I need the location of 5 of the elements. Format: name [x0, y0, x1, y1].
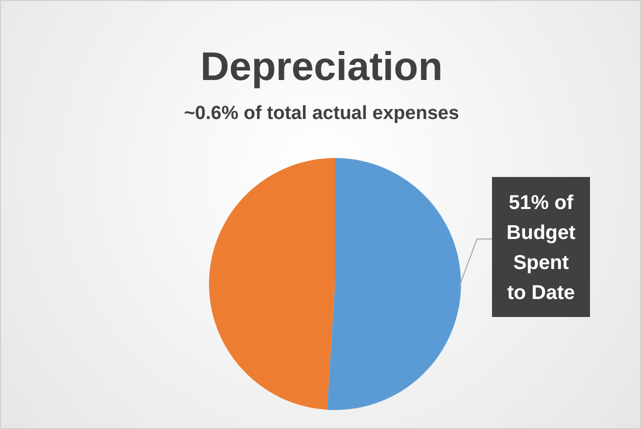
chart-title: Depreciation	[199, 45, 444, 90]
chart-subtitle: ~0.6% of total actual expenses	[182, 103, 460, 125]
pie-slice	[327, 158, 461, 410]
pie-slice	[209, 158, 335, 410]
data-label: 51% of Budget Spent to Date	[506, 192, 576, 304]
